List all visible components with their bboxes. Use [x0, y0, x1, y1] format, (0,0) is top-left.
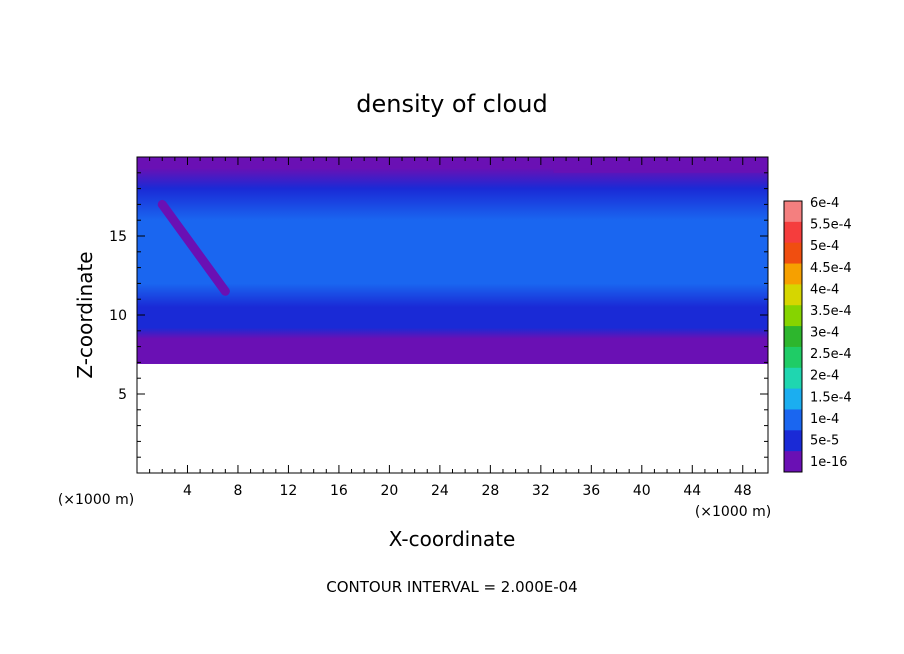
- x-tick-label: 20: [380, 483, 398, 499]
- colorbar-swatch: [784, 388, 802, 410]
- colorbar-label: 3.5e-4: [810, 304, 852, 319]
- colorbar-swatch: [784, 326, 802, 348]
- x-axis-label: X-coordinate: [389, 527, 516, 551]
- colorbar-swatch: [784, 305, 802, 327]
- colorbar-label: 4.5e-4: [810, 261, 852, 276]
- colorbar-label: 6e-4: [810, 196, 839, 211]
- colorbar-label: 1e-4: [810, 412, 839, 427]
- colorbar-swatch: [784, 451, 802, 473]
- x-tick-label: 40: [633, 483, 651, 499]
- y-tick-label: 5: [118, 387, 127, 403]
- colorbar-swatch: [784, 284, 802, 306]
- colorbar-swatch: [784, 201, 802, 223]
- colorbar-label: 5e-4: [810, 239, 839, 254]
- x-tick-label: 12: [280, 483, 298, 499]
- x-tick-label: 44: [683, 483, 701, 499]
- y-axis: 5 10 15: [109, 172, 768, 458]
- colorbar-label: 5.5e-4: [810, 218, 852, 233]
- chart-title: density of cloud: [356, 90, 547, 118]
- contour-interval-note: CONTOUR INTERVAL = 2.000E-04: [326, 578, 577, 596]
- y-unit-label: (×1000 m): [58, 492, 134, 508]
- y-tick-label: 15: [109, 229, 127, 245]
- colorbar-label: 1e-16: [810, 455, 848, 470]
- x-tick-label: 36: [582, 483, 600, 499]
- colorbar-label: 2.5e-4: [810, 347, 852, 362]
- colorbar-label: 4e-4: [810, 282, 839, 297]
- colorbar-swatch: [784, 409, 802, 431]
- x-tick-label: 16: [330, 483, 348, 499]
- colorbar-swatch: [784, 263, 802, 285]
- plot-area: [137, 157, 768, 364]
- colorbar-swatch: [784, 430, 802, 452]
- colorbar-frame: [783, 200, 803, 473]
- x-unit-label: (×1000 m): [695, 504, 771, 520]
- cloud-density-field: [137, 157, 768, 364]
- colorbar-swatch: [784, 367, 802, 390]
- x-tick-label: 24: [431, 483, 449, 499]
- density-patch: [553, 157, 768, 173]
- x-axis: 4 8 12 16 20 24 28 32 36 40 44 48: [149, 157, 756, 499]
- density-streak: [157, 199, 230, 296]
- x-tick-label: 48: [734, 483, 752, 499]
- colorbar-label: 3e-4: [810, 326, 839, 341]
- x-tick-label: 8: [233, 483, 242, 499]
- colorbar: 6e-4 5.5e-4 5e-4 4.5e-4 4e-4 3.5e-4 3e-4 2.5e-4…: [783, 196, 852, 473]
- y-axis-label: Z-coordinate: [73, 251, 97, 378]
- colorbar-label: 5e-5: [810, 433, 839, 448]
- colorbar-swatch: [784, 242, 802, 265]
- x-tick-label: 32: [532, 483, 550, 499]
- x-tick-label: 4: [183, 483, 192, 499]
- y-tick-label: 10: [109, 308, 127, 324]
- colorbar-label: 2e-4: [810, 369, 839, 384]
- colorbar-label: 1.5e-4: [810, 390, 852, 405]
- x-tick-label: 28: [481, 483, 499, 499]
- colorbar-swatch: [784, 346, 802, 369]
- colorbar-swatch: [784, 221, 802, 244]
